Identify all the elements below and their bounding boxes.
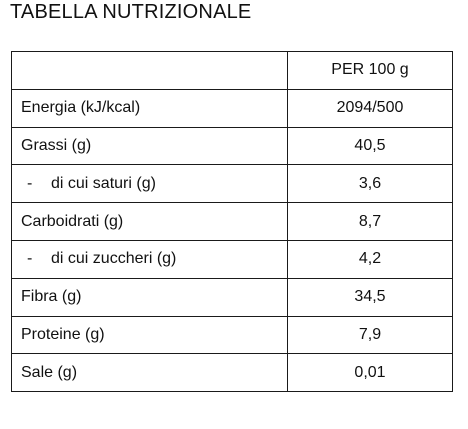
table-row: Energia (kJ/kcal) 2094/500 bbox=[11, 88, 453, 128]
row-label: Fibra (g) bbox=[11, 277, 288, 317]
row-label: Sale (g) bbox=[11, 353, 288, 393]
row-label: di cui saturi (g) bbox=[51, 174, 156, 192]
sub-item-dash: - bbox=[27, 250, 33, 268]
table-row: Carboidrati (g) 8,7 bbox=[11, 202, 453, 241]
row-value: 0,01 bbox=[287, 353, 453, 393]
table-row: - di cui zuccheri (g) 4,2 bbox=[11, 239, 453, 279]
row-value: 34,5 bbox=[287, 277, 453, 317]
row-label: Energia (kJ/kcal) bbox=[11, 88, 288, 128]
row-value: 4,2 bbox=[287, 239, 453, 279]
table-row: Grassi (g) 40,5 bbox=[11, 126, 453, 166]
table-row: - di cui saturi (g) 3,6 bbox=[11, 164, 453, 204]
sub-item-dash: - bbox=[27, 174, 33, 192]
header-label-cell bbox=[11, 51, 288, 90]
header-value-cell: PER 100 g bbox=[287, 51, 453, 90]
row-value: 2094/500 bbox=[287, 88, 453, 128]
row-value: 3,6 bbox=[287, 164, 453, 204]
row-label: di cui zuccheri (g) bbox=[51, 250, 177, 268]
page-title: TABELLA NUTRIZIONALE bbox=[10, 1, 252, 23]
table-row: Proteine (g) 7,9 bbox=[11, 315, 453, 355]
row-value: 7,9 bbox=[287, 315, 453, 355]
row-value: 40,5 bbox=[287, 126, 453, 166]
row-label-cell: - di cui zuccheri (g) bbox=[11, 239, 288, 279]
row-label: Carboidrati (g) bbox=[11, 202, 288, 241]
row-label-cell: - di cui saturi (g) bbox=[11, 164, 288, 204]
row-value: 8,7 bbox=[287, 202, 453, 241]
row-label: Grassi (g) bbox=[11, 126, 288, 166]
row-label: Proteine (g) bbox=[11, 315, 288, 355]
nutrition-table: PER 100 g Energia (kJ/kcal) 2094/500 Gra… bbox=[11, 51, 453, 393]
table-header-row: PER 100 g bbox=[11, 51, 453, 90]
table-row: Fibra (g) 34,5 bbox=[11, 277, 453, 317]
table-row: Sale (g) 0,01 bbox=[11, 353, 453, 393]
